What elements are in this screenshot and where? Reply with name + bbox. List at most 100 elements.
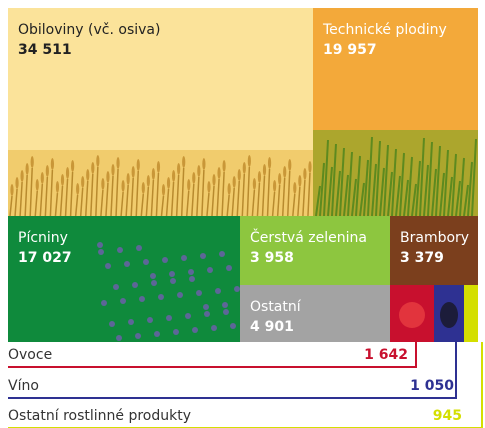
wheat-ear [247,155,251,167]
wheat-ear [25,163,29,175]
wheat [140,193,145,217]
wheat [261,175,266,217]
flower [204,311,210,317]
wheat-ear [101,178,105,190]
wheat-ear [298,175,302,187]
plant [407,156,413,217]
flower [169,271,175,277]
wheat-ear [10,184,14,196]
wheat-ear [227,183,231,195]
flower [97,242,103,248]
wheat [256,182,261,217]
wheat [120,191,124,217]
flower [200,253,206,259]
flower [181,255,187,261]
flower [101,300,107,306]
wheat-ear [151,168,155,180]
wheat-ear [242,162,246,174]
wheat [281,177,286,217]
plant [391,148,397,217]
plant [459,157,465,217]
plant [419,137,425,217]
wheat-ear [111,164,115,176]
wheat [231,187,235,217]
wheat-ear [278,173,282,185]
wheat-ear [40,172,44,184]
wheat [39,183,44,217]
plant [431,168,437,217]
tile [8,216,240,342]
tile-value: 3 958 [250,250,294,266]
flower [132,282,138,288]
plant [371,163,377,217]
wheat-ear [96,155,100,167]
wheat [105,182,109,217]
wheat-ear [50,158,55,170]
plant [435,145,441,217]
plant [439,172,445,217]
wheat-ear [182,156,186,168]
plant [447,176,453,217]
wheat [95,166,99,217]
plant [403,179,409,217]
flower [150,273,156,279]
field [8,150,313,216]
flower [192,327,198,333]
callout-line [8,342,417,368]
wheat-ear [212,174,216,186]
wheat [19,181,23,217]
wheat-ear [177,163,181,175]
wheat [150,179,155,217]
flower [124,261,130,267]
plant [471,138,477,217]
wheat [196,176,200,217]
tile-label: Brambory [400,230,469,246]
plant [355,155,361,217]
wheat [297,186,301,217]
wheat-ear [71,160,75,172]
plant [443,149,449,217]
wheat [29,167,33,217]
wheat-ear [273,180,277,192]
tile-value: 17 027 [18,250,72,266]
wheat [125,184,129,217]
wheat-ear [146,175,150,187]
plant [415,160,421,217]
tile-value: 4 901 [250,319,294,335]
wheat-ear [217,167,221,179]
wheat-ear [283,166,287,178]
wheat [180,167,185,217]
plant [319,162,325,217]
wheat-ear [35,179,39,191]
flower [177,292,183,298]
plant [451,153,457,217]
tile [240,285,390,342]
plant [323,139,329,217]
plant [343,174,349,217]
wheat [251,189,256,217]
flower [128,319,134,325]
plant [363,159,369,217]
plant [351,178,357,217]
flower [223,309,229,315]
wheat [201,169,205,217]
wheat-ear [197,165,201,177]
flower [188,269,194,275]
tile-label: Čerstvá zelenina [250,228,367,246]
callout-value: 945 [433,408,462,424]
flower [230,323,236,329]
wheat [74,194,79,217]
wheat [302,179,306,217]
wheat [64,178,69,217]
wheat-ear [267,157,272,169]
wheat-ear [308,161,312,173]
plant [399,152,405,217]
wheat-ear [76,183,80,195]
tile-value: 19 957 [323,42,377,58]
callout-label: Ovoce [8,347,52,363]
plant [423,164,429,217]
grape [440,302,458,328]
flower [219,251,225,257]
callout-value: 1 050 [410,378,454,394]
